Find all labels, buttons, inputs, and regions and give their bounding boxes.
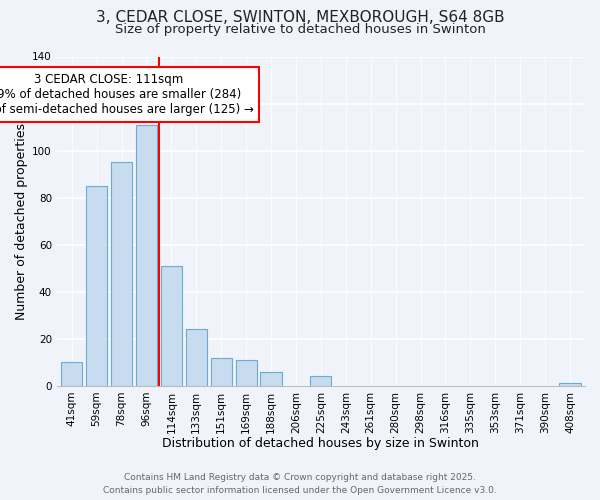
Text: 3, CEDAR CLOSE, SWINTON, MEXBOROUGH, S64 8GB: 3, CEDAR CLOSE, SWINTON, MEXBOROUGH, S64… [95,10,505,25]
Bar [186,330,207,386]
Bar [61,362,82,386]
Bar [111,162,132,386]
Bar [559,384,581,386]
Bar [86,186,107,386]
Text: 3 CEDAR CLOSE: 111sqm
← 69% of detached houses are smaller (284)
30% of semi-det: 3 CEDAR CLOSE: 111sqm ← 69% of detached … [0,73,254,116]
Bar [310,376,331,386]
Bar [236,360,257,386]
X-axis label: Distribution of detached houses by size in Swinton: Distribution of detached houses by size … [163,437,479,450]
Bar [136,124,157,386]
Text: Size of property relative to detached houses in Swinton: Size of property relative to detached ho… [115,22,485,36]
Bar [211,358,232,386]
Bar [161,266,182,386]
Y-axis label: Number of detached properties: Number of detached properties [15,122,28,320]
Text: Contains HM Land Registry data © Crown copyright and database right 2025.
Contai: Contains HM Land Registry data © Crown c… [103,474,497,495]
Bar [260,372,281,386]
